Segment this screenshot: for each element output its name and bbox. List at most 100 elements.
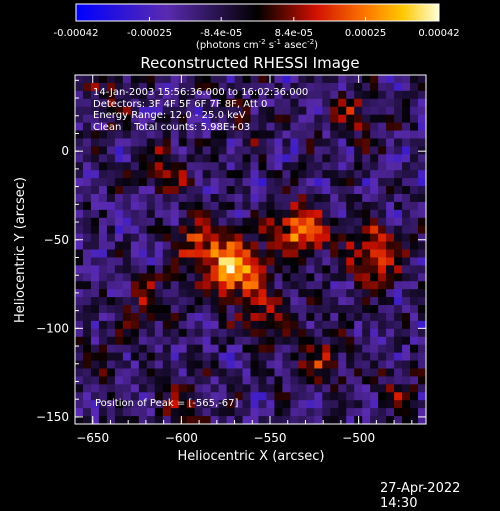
heatmap-cell xyxy=(234,130,244,140)
heatmap-cell xyxy=(370,352,379,362)
heatmap-cell xyxy=(282,178,291,187)
heatmap-cell xyxy=(162,106,172,116)
heatmap-cell xyxy=(90,106,100,116)
heatmap-cell xyxy=(274,98,284,108)
heatmap-cell xyxy=(346,249,355,259)
heatmap-cell xyxy=(130,138,140,147)
heatmap-cell xyxy=(162,328,172,338)
heatmap-cell xyxy=(210,257,220,266)
heatmap-cell xyxy=(314,146,323,155)
heatmap-cell xyxy=(258,320,268,330)
heatmap-cell xyxy=(202,82,212,92)
heatmap-cell xyxy=(194,249,204,259)
heatmap-cell xyxy=(378,186,387,195)
heatmap-cell xyxy=(274,138,284,147)
heatmap-cell xyxy=(394,257,403,266)
heatmap-cell xyxy=(106,130,116,140)
heatmap-cell xyxy=(226,297,236,306)
heatmap-cell xyxy=(394,75,403,84)
heatmap-cell xyxy=(106,170,116,179)
heatmap-cell xyxy=(154,130,164,140)
heatmap-cell xyxy=(370,138,379,147)
heatmap-cell xyxy=(258,138,268,147)
heatmap-cell xyxy=(170,114,180,124)
heatmap-cell xyxy=(98,297,108,306)
heatmap-cell xyxy=(154,257,164,266)
heatmap-cell xyxy=(258,90,268,100)
heatmap-cell xyxy=(258,122,268,132)
heatmap-cell xyxy=(410,130,419,140)
heatmap-cell xyxy=(202,289,212,298)
heatmap-cell xyxy=(170,122,180,132)
heatmap-cell xyxy=(106,98,116,108)
heatmap-cell xyxy=(314,193,323,203)
heatmap-cell xyxy=(378,305,387,314)
heatmap-cell xyxy=(354,162,363,171)
heatmap-cell xyxy=(106,273,116,282)
heatmap-cell xyxy=(202,368,212,378)
heatmap-cell xyxy=(314,336,323,346)
heatmap-cell xyxy=(106,344,116,354)
heatmap-cell xyxy=(122,82,132,92)
heatmap-cell xyxy=(202,305,212,314)
heatmap-cell xyxy=(354,98,363,108)
heatmap-cell xyxy=(402,384,411,393)
heatmap-cell xyxy=(98,305,108,314)
heatmap-cell xyxy=(218,178,228,187)
heatmap-cell xyxy=(386,233,395,243)
heatmap-cell xyxy=(378,360,387,370)
heatmap-cell xyxy=(346,336,355,346)
heatmap-cell xyxy=(290,344,299,354)
heatmap-cell xyxy=(178,352,188,362)
heatmap-cell xyxy=(210,75,220,84)
heatmap-cell xyxy=(154,400,164,409)
heatmap-cell xyxy=(346,225,355,235)
heatmap-cell xyxy=(242,312,252,322)
heatmap-cell xyxy=(322,400,331,409)
heatmap-cell xyxy=(226,249,236,259)
heatmap-cell xyxy=(234,344,244,354)
heatmap-cell xyxy=(75,186,84,195)
heatmap-cell xyxy=(314,352,323,362)
heatmap-cell xyxy=(410,281,419,290)
heatmap-cell xyxy=(330,281,339,290)
heatmap-cell xyxy=(82,130,92,140)
heatmap-cell xyxy=(98,122,108,132)
heatmap-cell xyxy=(234,416,244,425)
heatmap-cell xyxy=(418,297,427,306)
heatmap-cell xyxy=(306,122,315,132)
heatmap-cell xyxy=(402,289,411,298)
heatmap-cell xyxy=(346,305,355,314)
heatmap-cell xyxy=(314,273,323,282)
heatmap-cell xyxy=(186,320,196,330)
heatmap-cell xyxy=(298,408,307,417)
heatmap-cell xyxy=(274,162,284,171)
heatmap-cell xyxy=(154,193,164,203)
heatmap-cell xyxy=(98,217,108,227)
heatmap-cell xyxy=(186,360,196,370)
heatmap-cell xyxy=(130,392,140,401)
heatmap-cell xyxy=(314,122,323,132)
heatmap-cell xyxy=(218,170,228,179)
heatmap-cell xyxy=(322,376,331,385)
heatmap-cell xyxy=(306,416,315,425)
heatmap-cell xyxy=(266,249,276,259)
heatmap-cell xyxy=(290,193,299,203)
heatmap-cell xyxy=(210,273,220,282)
heatmap-cell xyxy=(410,154,419,163)
heatmap-cell xyxy=(154,336,164,346)
heatmap-cell xyxy=(186,249,196,259)
heatmap-cell xyxy=(338,400,347,409)
heatmap-cell xyxy=(354,257,363,266)
heatmap-cell xyxy=(274,376,284,385)
heatmap-cell xyxy=(402,170,411,179)
heatmap-cell xyxy=(306,90,315,100)
heatmap-cell xyxy=(330,416,339,425)
heatmap-cell xyxy=(75,114,84,124)
heatmap-cell xyxy=(138,162,148,171)
heatmap-cell xyxy=(322,257,331,266)
heatmap-cell xyxy=(298,273,307,282)
heatmap-cell xyxy=(82,241,92,251)
heatmap-cell xyxy=(202,384,212,393)
heatmap-cell xyxy=(402,305,411,314)
